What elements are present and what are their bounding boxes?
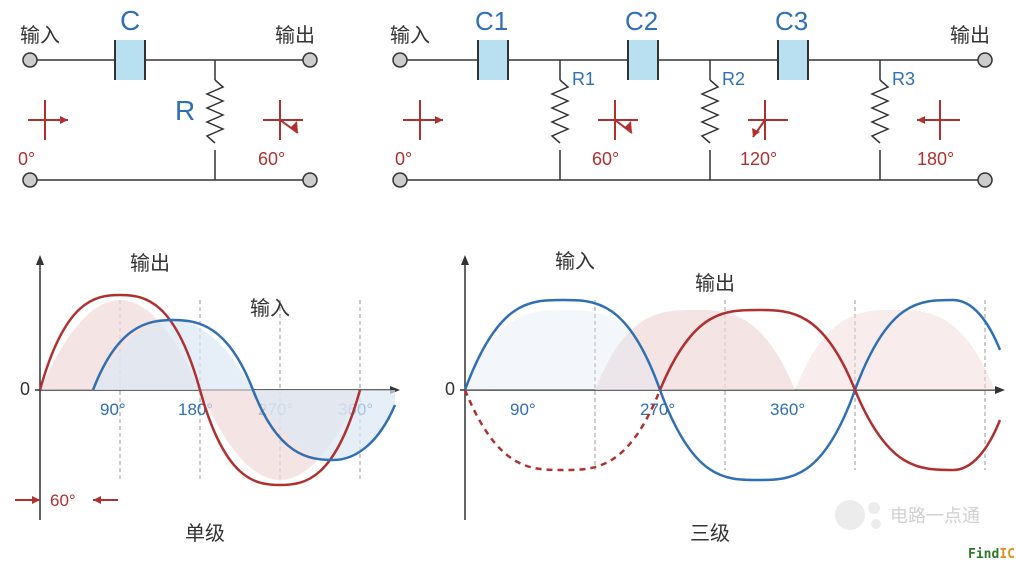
svg-text:120°: 120° (740, 149, 777, 169)
label-r3: R3 (892, 69, 915, 89)
wave-l-in-label: 输入 (250, 297, 290, 320)
watermark-text: 电路一点通 (890, 506, 980, 526)
svg-text:90°: 90° (100, 400, 126, 419)
waveform-single: 0 90° 180° 270° 360° 输出 输入 单级 60° (15, 252, 400, 545)
svg-text:90°: 90° (510, 400, 536, 419)
watermark: 电路一点通 (835, 500, 980, 530)
waveform-three: 0 90° 270° 360° 输入 输出 三级 (445, 250, 1005, 545)
node-output-bot (303, 173, 317, 187)
phase-arrow-out: 60° (258, 100, 303, 169)
wave-l-caption: 单级 (185, 522, 225, 545)
node-input-bot (23, 173, 37, 187)
phase3-180: 180° (917, 100, 960, 169)
label-input-3: 输入 (390, 24, 430, 47)
phase3-60: 60° (592, 100, 638, 169)
phase-arrow-in: 0° (18, 100, 68, 169)
label-res-r: R (175, 95, 195, 126)
label-output-3: 输出 (950, 24, 990, 47)
label-c2: C2 (625, 6, 658, 36)
label-r2: R2 (722, 69, 745, 89)
phase-in-label: 0° (18, 149, 35, 169)
label-input: 输入 (20, 24, 60, 47)
circuit-three-stage: 输入 输出 C1 C2 C3 R1 R2 R3 0° 60° 120° (390, 6, 992, 187)
label-cap-c: C (120, 5, 140, 36)
svg-text:0°: 0° (395, 149, 412, 169)
circuit-single-stage: 输入 C R 输出 0° 60° (18, 5, 317, 187)
svg-text:FindIC: FindIC (968, 547, 1015, 562)
wave-r-out-label: 输出 (695, 272, 735, 295)
svg-text:360°: 360° (770, 400, 805, 419)
wave-r-caption: 三级 (690, 522, 730, 545)
svg-text:60°: 60° (592, 149, 619, 169)
label-r1: R1 (572, 69, 595, 89)
wave-l-out-label: 输出 (130, 252, 170, 275)
wave-r-in-label: 输入 (555, 250, 595, 273)
phase3-0: 0° (395, 100, 443, 169)
label-c3: C3 (775, 6, 808, 36)
label-c1: C1 (475, 6, 508, 36)
shift-marker: 60° (15, 491, 118, 510)
zero-label-l: 0 (20, 379, 30, 399)
phase-out-label: 60° (258, 149, 285, 169)
node-output-top (303, 53, 317, 67)
svg-text:180°: 180° (917, 149, 954, 169)
phase3-120: 120° (740, 100, 788, 169)
svg-text:60°: 60° (50, 491, 76, 510)
zero-label-r: 0 (445, 379, 455, 399)
label-output: 输出 (275, 24, 315, 47)
findic-logo: FindIC (968, 547, 1015, 562)
node-input-top (23, 53, 37, 67)
